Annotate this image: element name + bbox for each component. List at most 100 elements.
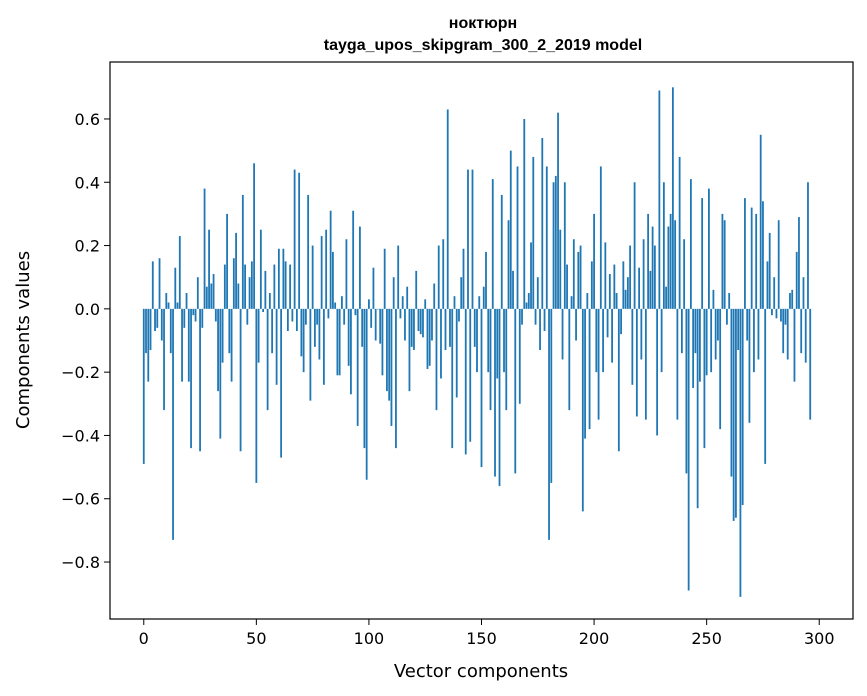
bar [433,283,436,309]
bar [494,308,496,477]
bar [322,308,325,385]
bar [503,308,505,373]
bar [692,308,695,388]
bar [257,308,260,363]
bar [753,308,755,373]
bar [626,277,629,309]
y-tick-label: −0.2 [61,363,100,382]
bar [521,308,523,325]
bar [505,308,508,411]
bar [455,308,458,398]
bar [336,308,339,376]
y-tick-label: 0.0 [75,300,100,319]
bar [676,308,679,420]
y-tick-label: 0.6 [75,110,100,129]
bar [671,87,674,309]
bar [527,293,530,309]
bar [550,308,553,483]
x-tick-label: 200 [579,629,610,648]
bar [183,308,186,328]
y-axis: −0.8 −0.6 −0.4 −0.2 0.0 0.2 0.4 0.6 [61,110,110,572]
bar [302,308,305,373]
bar [176,302,179,309]
y-tick-label: −0.6 [61,490,100,509]
bar [334,302,337,309]
bar [228,308,231,354]
bar [185,293,188,309]
bar [590,261,593,309]
bar [156,308,159,328]
bar [354,308,357,316]
bar [687,308,690,591]
bar [442,239,445,309]
bar [149,308,152,350]
bar [539,308,541,350]
bar [678,156,681,309]
bar [338,308,341,376]
bar [599,166,602,309]
bar [158,258,161,309]
bar [406,286,409,309]
bar [721,213,724,309]
bar [350,308,352,395]
bar [217,308,219,392]
x-tick-label: 250 [691,629,722,648]
bar [275,308,278,385]
bar [259,229,262,309]
bar [417,308,420,331]
bar [780,308,782,322]
bar [325,229,328,309]
bar [160,308,163,341]
bar [647,213,650,309]
bar [343,308,346,325]
bar [696,308,699,509]
bar [791,289,794,309]
bar [300,308,303,357]
bar [588,308,591,430]
bar [289,264,292,309]
bar [604,242,607,309]
bar [777,220,780,309]
bar [163,308,165,411]
bar [205,286,208,309]
bar [327,308,330,319]
bar [606,308,609,338]
bar [201,308,204,328]
bar [798,217,800,309]
bar [784,308,787,325]
bar [642,239,645,309]
bar [223,264,226,309]
bar [802,277,805,309]
bar [748,308,751,423]
bar [293,169,296,309]
bar [638,267,641,309]
bar [622,261,625,309]
bar [719,308,722,430]
bar [241,194,244,309]
bar [608,274,611,309]
bar [669,213,672,309]
bar [577,251,580,309]
bar [277,248,280,309]
bar [771,308,773,316]
bar [629,245,631,309]
bar [172,308,174,540]
bar [413,308,415,350]
bar [318,308,321,360]
bar [730,308,733,477]
bar [525,302,528,309]
y-tick-label: −0.4 [61,426,100,445]
bar [532,156,535,309]
bar [473,308,476,347]
bar [199,308,201,452]
x-tick-label: 100 [354,629,385,648]
bar [431,308,433,341]
bar [656,308,659,436]
bar [401,296,404,309]
bar [359,226,361,309]
bar [757,308,760,360]
bar [581,308,584,512]
y-tick-label: 0.4 [75,173,100,192]
bar [631,308,634,385]
bar [458,308,460,322]
